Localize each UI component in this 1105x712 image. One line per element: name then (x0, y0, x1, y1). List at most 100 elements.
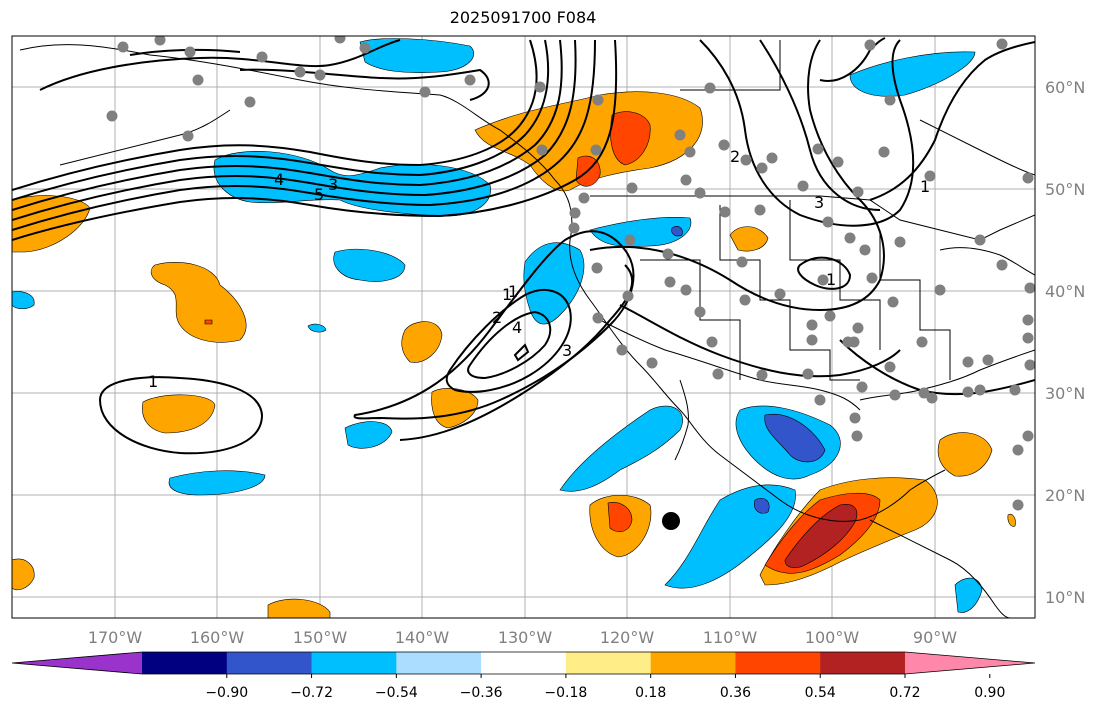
station-dot (244, 96, 256, 108)
colorbar-tick-label: 0.36 (720, 685, 751, 701)
colorbar-segment (481, 652, 567, 674)
colorbar-segment (565, 652, 652, 674)
station-dot (106, 110, 118, 122)
station-dot (878, 146, 890, 158)
station-dot (856, 381, 868, 393)
station-dot (464, 74, 476, 86)
contour-labels: 1 4 5 3 1 2 1 4 3 1 1 2 3 (148, 147, 930, 391)
station-dot (534, 81, 546, 93)
svg-text:1: 1 (826, 270, 836, 289)
station-dot (884, 94, 896, 106)
colorbar-tick-label: −0.72 (290, 685, 333, 701)
station-dot (806, 334, 818, 346)
lat-label: 20°N (1045, 486, 1085, 505)
station-dot (680, 174, 692, 186)
station-dot (916, 336, 928, 348)
reference-point (662, 512, 680, 530)
negative-shading (12, 38, 983, 613)
station-dot (536, 144, 548, 156)
station-dot (822, 216, 834, 228)
station-dot (192, 74, 204, 86)
colorbar-tick-label: −0.36 (460, 685, 503, 701)
lat-label: 10°N (1045, 588, 1085, 607)
station-dot (569, 207, 581, 219)
latitude-labels: 60°N 50°N 40°N 30°N 20°N 10°N (1045, 78, 1085, 607)
svg-text:1: 1 (920, 177, 930, 196)
station-dot (1024, 282, 1035, 294)
station-dot (256, 51, 268, 63)
lat-label: 50°N (1045, 180, 1085, 199)
station-dot (664, 276, 676, 288)
lat-label: 30°N (1045, 384, 1085, 403)
station-dot (756, 162, 768, 174)
station-dot (797, 180, 809, 192)
station-dot (1024, 359, 1035, 371)
lon-label: 130°W (498, 628, 553, 647)
station-dot (680, 284, 692, 296)
station-dot (1022, 314, 1034, 326)
svg-text:4: 4 (512, 318, 522, 337)
station-dot (712, 368, 724, 380)
colorbar-tick-label: −0.18 (544, 685, 587, 701)
station-dot (852, 186, 864, 198)
station-dot (1009, 384, 1021, 396)
station-dot (918, 387, 930, 399)
station-dot (1022, 430, 1034, 442)
svg-text:2: 2 (492, 308, 502, 327)
svg-text:1: 1 (502, 285, 512, 304)
station-dot (806, 319, 818, 331)
colorbar-tick-label: −0.90 (205, 685, 248, 701)
svg-text:1: 1 (148, 372, 158, 391)
map-frame (11, 35, 1036, 619)
colorbar-tick-label: 0.54 (805, 685, 836, 701)
lat-label: 60°N (1045, 78, 1085, 97)
svg-text:3: 3 (562, 341, 572, 360)
lon-label: 150°W (293, 628, 348, 647)
plot-title: 2025091700 F084 (449, 8, 597, 27)
station-dot (934, 284, 946, 296)
station-dot (814, 394, 826, 406)
station-dot (739, 294, 751, 306)
station-dot (592, 94, 604, 106)
station-dot (864, 39, 876, 51)
colorbar: −0.90 −0.72 −0.54 −0.36 −0.18 0.18 0.36 0.54 0.7… (11, 651, 1036, 701)
colorbar-tick-label: 0.90 (974, 685, 1005, 701)
station-dot (294, 66, 306, 78)
station-dot (590, 144, 602, 156)
station-dot (1022, 172, 1034, 184)
station-dot (359, 42, 371, 54)
colorbar-segment (396, 652, 482, 674)
lon-label: 160°W (190, 628, 245, 647)
station-dot (684, 146, 696, 158)
longitude-labels: 170°W 160°W 150°W 140°W 130°W 120°W 110°… (88, 628, 957, 647)
station-dot (719, 206, 731, 218)
colorbar-segment (311, 652, 397, 674)
station-dot (996, 38, 1008, 50)
station-dot (962, 386, 974, 398)
station-dot (419, 86, 431, 98)
station-dot (859, 244, 871, 256)
station-dot (926, 392, 938, 404)
station-dot (622, 290, 634, 302)
station-dot (592, 312, 604, 324)
station-dot (1022, 332, 1034, 344)
svg-text:2: 2 (730, 147, 740, 166)
lon-label: 110°W (703, 628, 758, 647)
station-dot (982, 354, 994, 366)
lon-label: 120°W (600, 628, 655, 647)
station-dot (851, 430, 863, 442)
lon-label: 100°W (805, 628, 860, 647)
lon-label: 170°W (88, 628, 143, 647)
svg-text:3: 3 (814, 193, 824, 212)
svg-text:4: 4 (274, 170, 284, 189)
station-dot (616, 344, 628, 356)
svg-text:5: 5 (314, 185, 324, 204)
station-dot (817, 274, 829, 286)
station-dot (662, 248, 674, 260)
svg-text:1: 1 (508, 282, 518, 301)
colorbar-tick-label: 0.18 (635, 685, 666, 701)
station-dot (694, 187, 706, 199)
station-dot (1012, 499, 1024, 511)
station-dot (974, 384, 986, 396)
station-dot (314, 69, 326, 81)
